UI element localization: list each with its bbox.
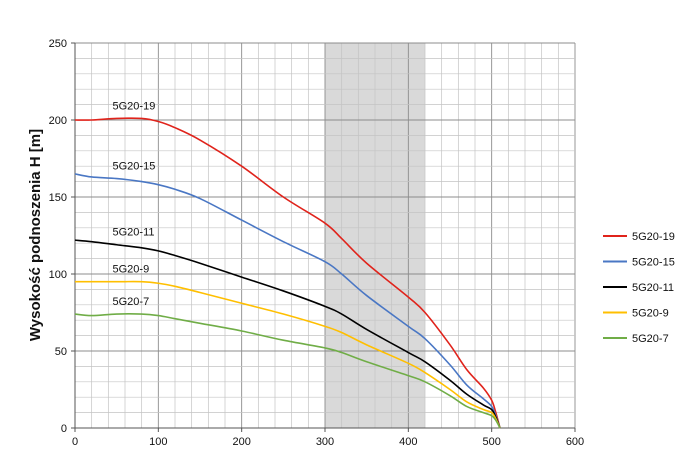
x-tick-label: 100 (149, 436, 167, 448)
x-tick-label: 200 (232, 436, 250, 448)
series-label-5g20-15: 5G20-15 (113, 161, 156, 173)
series-line-5g20-19 (74, 117, 501, 429)
series-label-5g20-19: 5G20-19 (113, 100, 156, 112)
series-line-5g20-7 (74, 313, 501, 429)
y-axis-title: Wysokość podnoszenia H [m] (27, 129, 44, 341)
legend-label-5g20-11: 5G20-11 (632, 282, 674, 294)
series-line-5g20-15 (74, 173, 501, 429)
legend-label-5g20-7: 5G20-7 (632, 333, 669, 345)
y-tick-label: 200 (49, 115, 67, 127)
series-line-5g20-9 (75, 280, 501, 429)
y-tick-label: 50 (55, 346, 67, 358)
series-label-5g20-7: 5G20-7 (113, 296, 150, 308)
series-label-5g20-9: 5G20-9 (113, 264, 150, 276)
x-tick-label: 0 (72, 436, 78, 448)
series-line-5g20-11 (74, 239, 501, 429)
x-tick-label: 500 (482, 436, 500, 448)
x-tick-label: 300 (316, 436, 334, 448)
legend-label-5g20-19: 5G20-19 (632, 231, 675, 243)
y-tick-label: 0 (61, 423, 67, 435)
x-tick-label: 600 (566, 436, 584, 448)
x-tick-label: 400 (399, 436, 417, 448)
y-tick-label: 100 (49, 269, 67, 281)
y-tick-label: 150 (49, 192, 67, 204)
legend-label-5g20-15: 5G20-15 (632, 257, 675, 269)
y-tick-label: 250 (49, 38, 67, 50)
legend-label-5g20-9: 5G20-9 (632, 308, 669, 320)
series-label-5g20-11: 5G20-11 (113, 227, 155, 239)
